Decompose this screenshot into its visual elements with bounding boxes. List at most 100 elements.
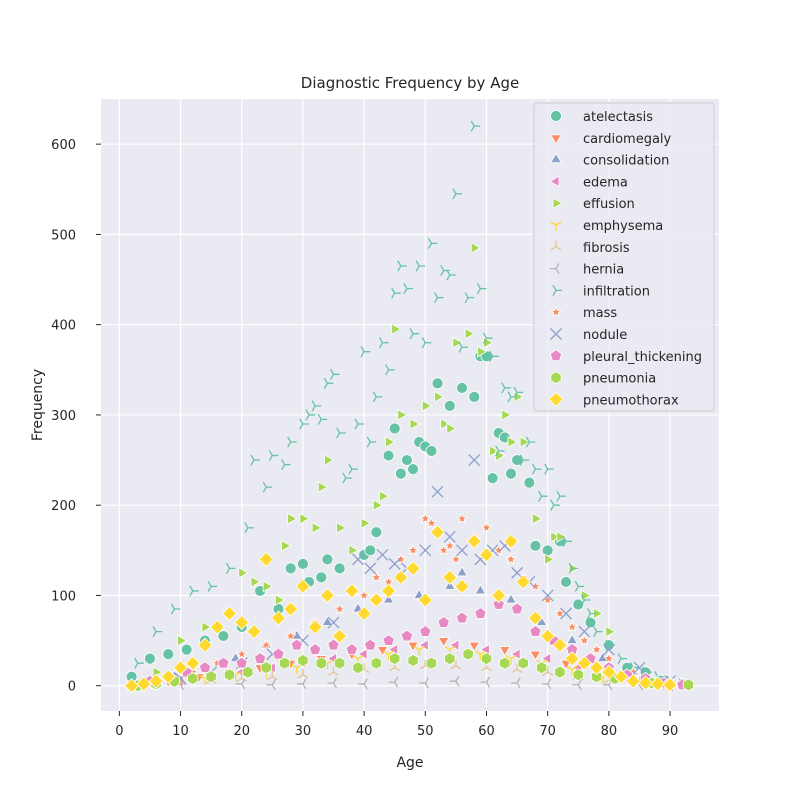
data-point: [281, 459, 291, 471]
data-point: [474, 584, 487, 595]
data-point: [290, 638, 303, 651]
data-point: [381, 583, 397, 599]
data-point: [576, 655, 592, 671]
data-point: [431, 485, 444, 498]
data-point: [235, 656, 248, 669]
data-point: [456, 544, 468, 557]
data-point: [311, 400, 322, 412]
data-point: [152, 626, 163, 638]
data-point: [480, 676, 491, 688]
legend-label: infiltration: [583, 284, 650, 299]
data-point: [586, 607, 597, 620]
data-point: [358, 678, 368, 690]
data-point: [185, 655, 201, 671]
data-point: [419, 544, 432, 557]
data-point: [515, 574, 531, 590]
x-tick-label: 0: [115, 724, 123, 739]
legend-label: consolidation: [583, 154, 669, 169]
data-point: [236, 648, 248, 660]
data-point: [492, 598, 505, 610]
data-point: [437, 616, 450, 628]
data-point: [272, 647, 285, 660]
data-point: [511, 566, 524, 579]
data-point: [364, 562, 377, 575]
data-point: [356, 605, 372, 622]
data-point: [458, 341, 469, 353]
data-point: [388, 676, 399, 688]
legend-marker: [552, 197, 563, 210]
data-point: [295, 578, 311, 594]
data-point: [266, 670, 278, 681]
data-point: [397, 260, 407, 272]
data-point: [358, 589, 370, 601]
legend-marker: [550, 371, 562, 385]
x-tick-label: 30: [295, 724, 312, 739]
legend: atelectasis cardiomegaly consolidation edem…: [533, 102, 715, 412]
data-point: [433, 292, 444, 304]
data-point: [505, 467, 517, 480]
data-point: [427, 237, 438, 249]
data-point: [180, 643, 193, 656]
legend-marker: [550, 152, 562, 164]
data-point: [525, 436, 536, 448]
data-point: [554, 665, 566, 679]
legend-marker: [550, 306, 562, 318]
data-point: [682, 678, 694, 692]
legend-marker: [550, 110, 562, 122]
data-point: [311, 521, 322, 534]
data-point: [625, 673, 641, 689]
data-point: [379, 490, 390, 503]
data-point: [250, 454, 261, 466]
legend-label: mass: [583, 306, 617, 321]
data-point: [498, 646, 511, 657]
data-point: [491, 587, 507, 604]
data-point: [409, 418, 420, 430]
data-point: [603, 652, 615, 664]
data-point: [476, 345, 488, 358]
y-tick-label: 600: [51, 138, 76, 153]
data-point: [572, 668, 584, 682]
legend-label: nodule: [583, 328, 627, 343]
data-point: [541, 589, 554, 602]
data-point: [456, 566, 468, 577]
x-tick-label: 20: [233, 724, 250, 739]
data-point: [234, 614, 250, 631]
data-point: [258, 551, 274, 567]
y-tick-label: 500: [51, 228, 76, 243]
data-point: [633, 661, 646, 674]
data-point: [366, 436, 377, 448]
data-point: [503, 533, 519, 549]
data-point: [464, 292, 475, 304]
data-point: [501, 409, 512, 421]
data-point: [348, 463, 358, 475]
data-point: [148, 673, 164, 689]
data-point: [476, 283, 487, 295]
data-point: [478, 547, 495, 563]
data-point: [378, 337, 389, 349]
data-point: [297, 654, 309, 667]
data-point: [309, 643, 322, 655]
data-point: [650, 676, 666, 692]
data-point: [519, 436, 530, 448]
data-point: [372, 499, 384, 512]
x-axis-ticks: 0 10 20 30 40 50 60 70 80 90: [115, 711, 678, 739]
data-point: [327, 616, 340, 629]
legend-marker: [550, 240, 562, 251]
x-tick-label: 40: [356, 724, 373, 739]
data-point: [297, 668, 309, 679]
data-point: [235, 678, 246, 690]
legend-marker: [550, 328, 562, 340]
data-point: [370, 571, 383, 583]
legend-marker: [552, 284, 562, 296]
data-point: [454, 578, 470, 594]
x-tick-label: 70: [539, 724, 556, 739]
legend-marker: [548, 391, 564, 407]
data-point: [207, 580, 218, 592]
data-point: [498, 431, 511, 444]
data-point: [462, 647, 474, 661]
data-point: [160, 669, 176, 685]
data-point: [364, 544, 377, 557]
legend-marker: [550, 263, 560, 275]
data-point: [489, 350, 499, 362]
legend-label: cardiomegaly: [583, 132, 672, 147]
